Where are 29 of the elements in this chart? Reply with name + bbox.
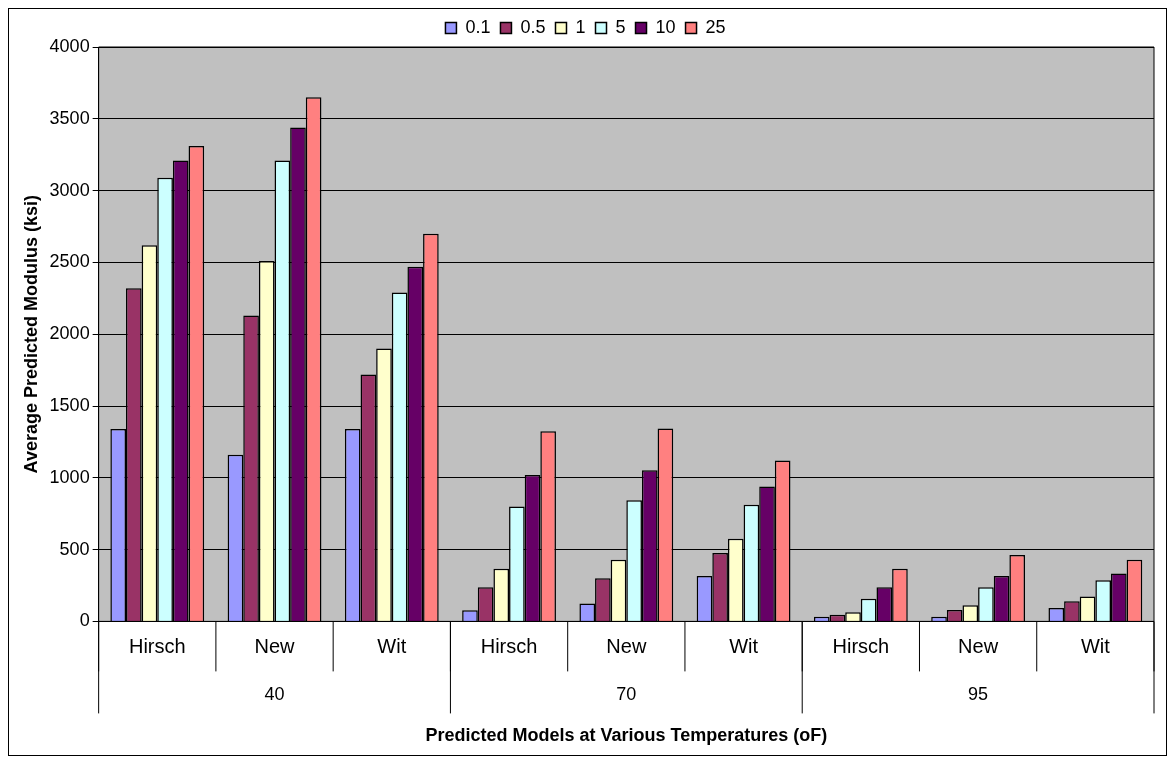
x-tick-label: Hirsch: [128, 634, 186, 657]
x-tick-label: New: [606, 634, 647, 657]
y-tick-label: 0: [79, 610, 90, 631]
y-axis-title: Average Predicted Modulus (ksi): [20, 194, 41, 474]
x-tick-label: Hirsch: [832, 634, 890, 657]
x-tick-label: Wit: [377, 634, 407, 657]
legend-label: 10: [655, 16, 676, 37]
y-tick-label: 1000: [49, 466, 90, 487]
legend-label: 1: [575, 16, 586, 37]
y-tick-label: 3500: [49, 107, 90, 128]
legend-label: 0.1: [465, 16, 491, 37]
text: 40: [264, 684, 285, 705]
y-tick-label: 3000: [49, 179, 90, 200]
legend-label: 5: [615, 16, 626, 37]
x-tick-label: Wit: [729, 634, 759, 657]
text: 95: [968, 684, 989, 705]
y-tick-label: 4000: [49, 35, 90, 56]
text: 70: [616, 684, 637, 705]
x-tick-label: New: [254, 634, 296, 657]
legend-label: 25: [705, 16, 726, 37]
x-tick-label: Hirsch: [480, 634, 538, 657]
x-axis-title: Predicted Models at Various Temperatures (oF): [425, 725, 828, 746]
y-tick-label: 1500: [49, 394, 90, 415]
y-tick-label: 500: [59, 538, 90, 559]
y-tick-label: 2000: [49, 323, 90, 344]
x-tick-label: Wit: [1080, 634, 1111, 657]
y-tick-label: 2500: [49, 251, 90, 272]
legend-label: 0.5: [520, 16, 546, 37]
x-tick-label: New: [958, 634, 999, 657]
